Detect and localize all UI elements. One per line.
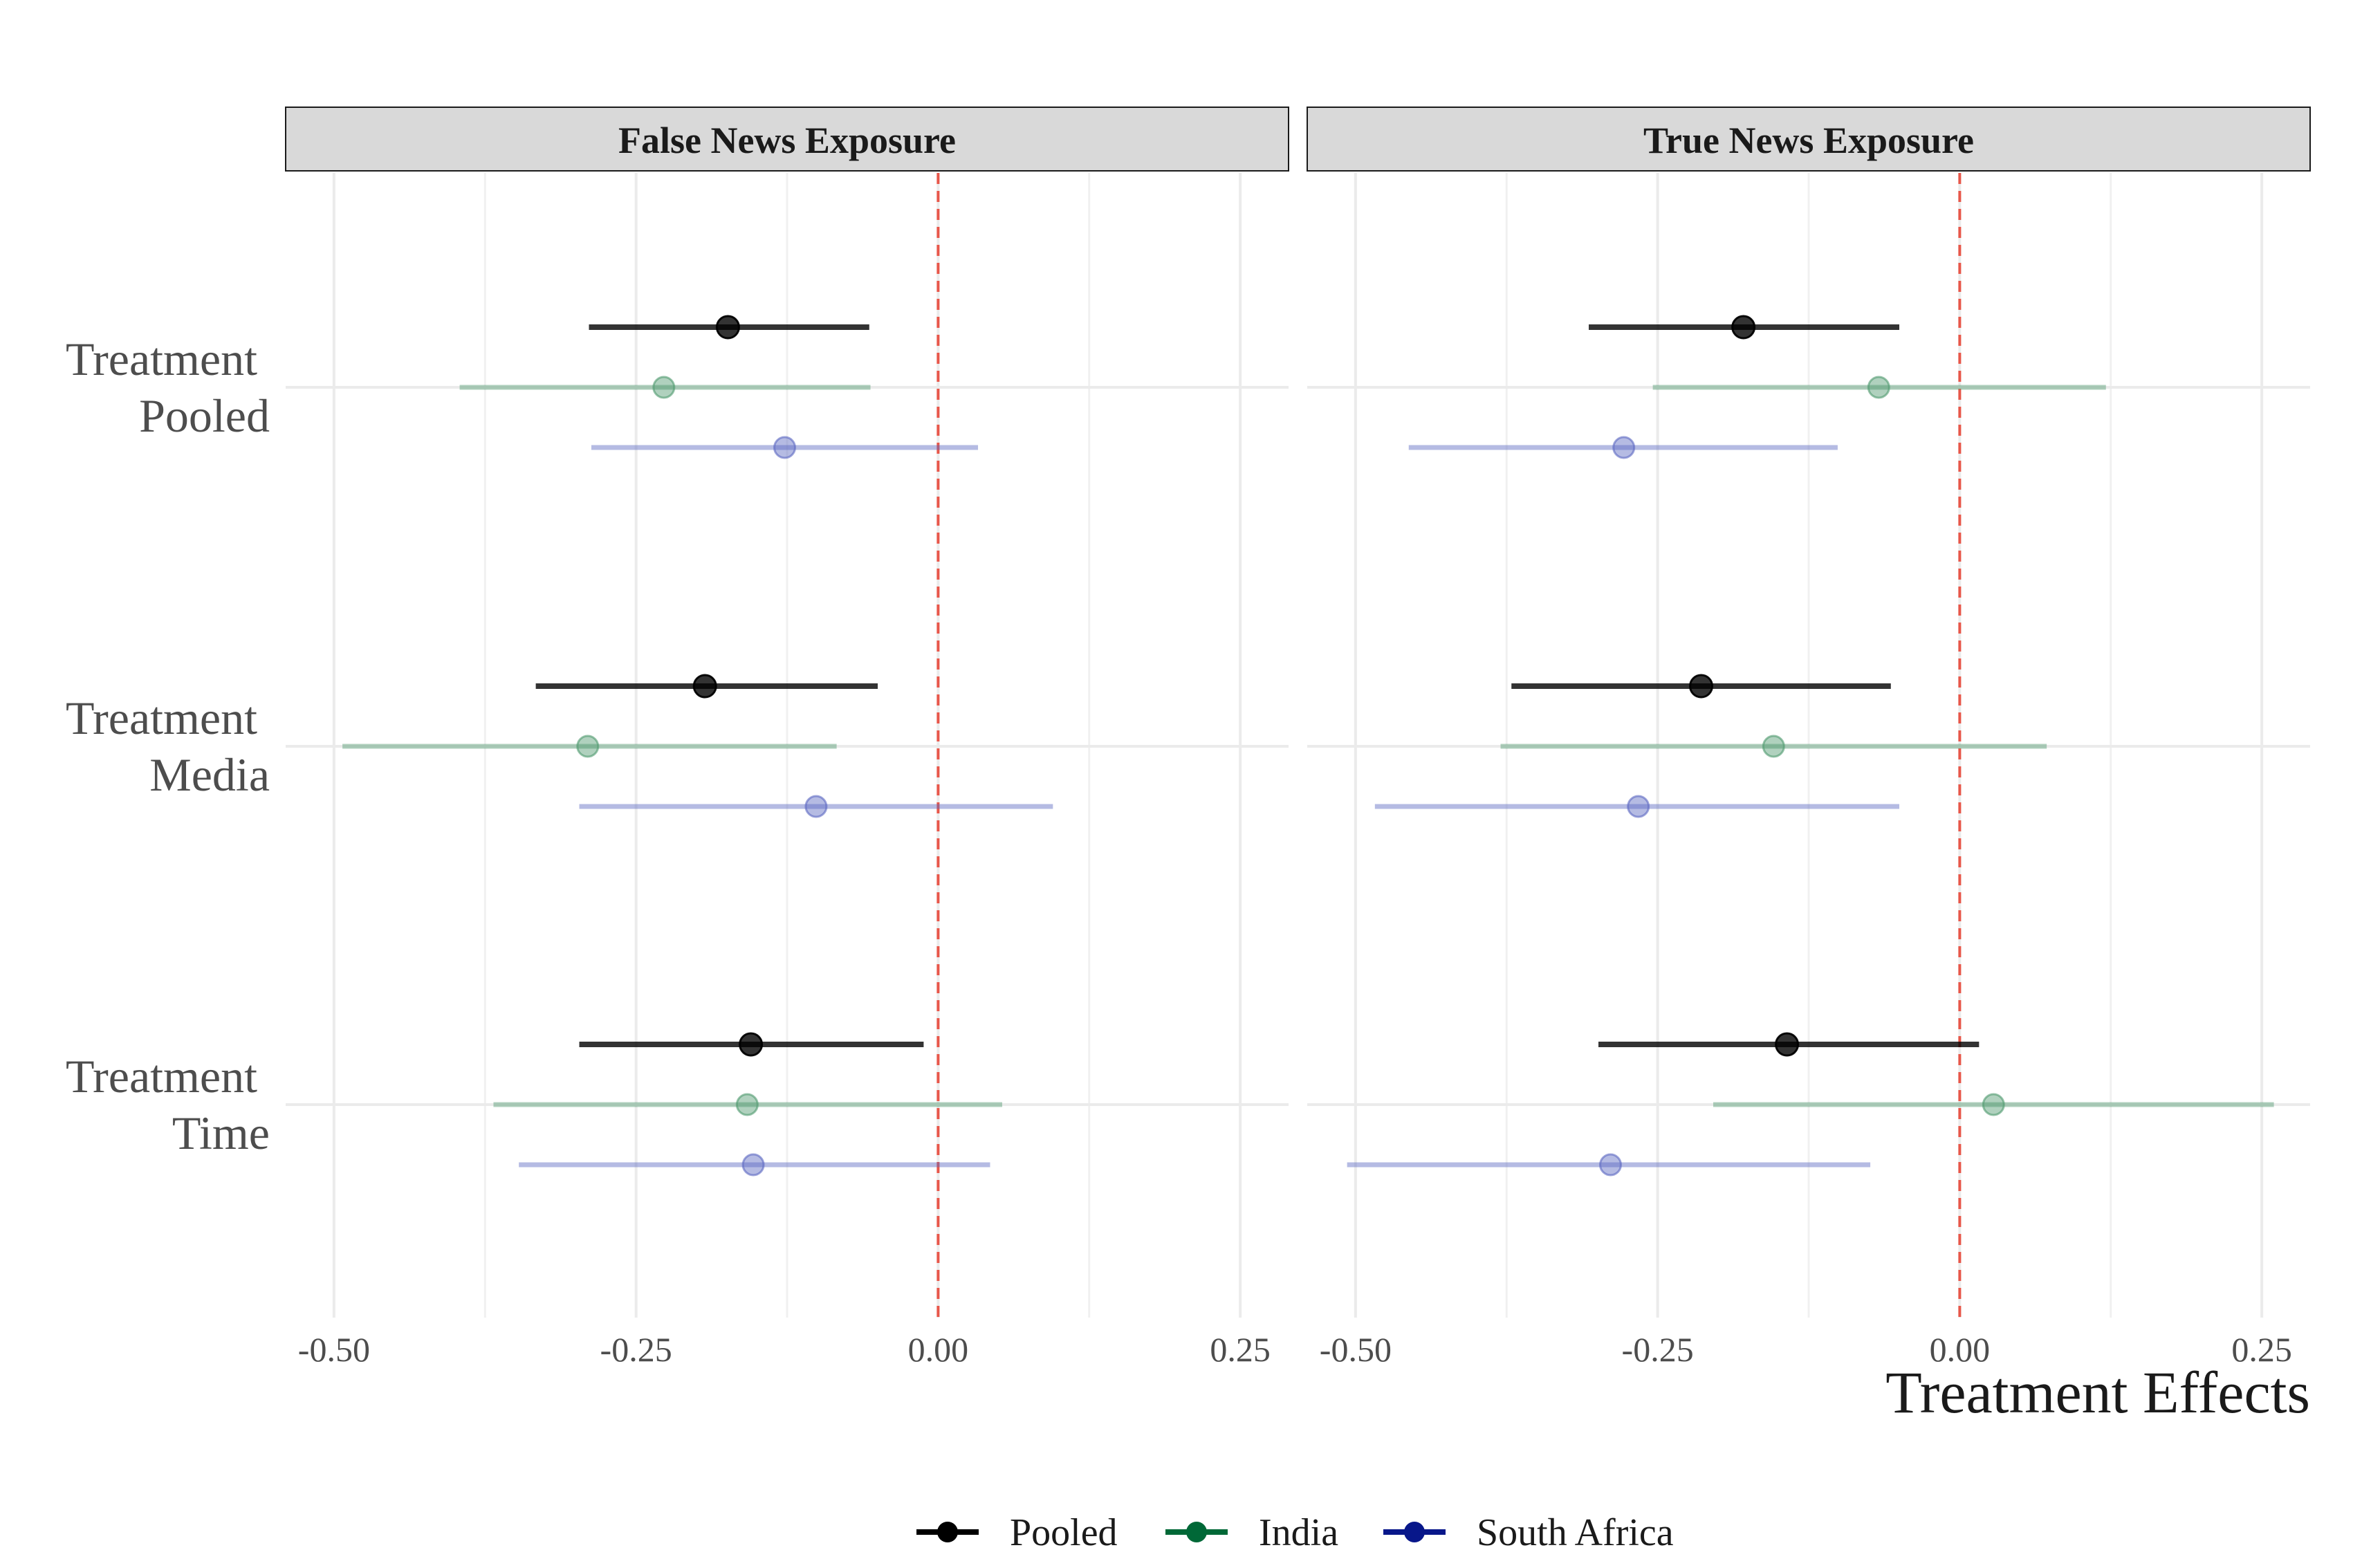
legend-key-point-india xyxy=(1186,1522,1207,1542)
panel-2: True News Exposure -0.50 -0.25 0.00 0.25 xyxy=(1307,107,2311,1369)
panel-1: False News Exposure -0.50 -0.25 0.00 0.25 xyxy=(285,107,1289,1369)
point-estimate-pooled xyxy=(1689,674,1714,699)
x-tick-label: 0.25 xyxy=(2231,1330,2292,1369)
panels: False News Exposure-0.50 -0.25 0.00 0.25Tru… xyxy=(285,107,2311,1369)
panel-strip xyxy=(285,107,1289,172)
point-estimate-india xyxy=(735,1093,759,1116)
legend-key-point-south-africa xyxy=(1404,1522,1425,1542)
x-tick-label: -0.25 xyxy=(1622,1330,1694,1369)
x-tick-label: -0.25 xyxy=(600,1330,672,1369)
y-tick-label-line1: Treatment xyxy=(66,333,257,385)
y-tick-label-line1: Treatment xyxy=(66,692,257,744)
y-tick-label-line2: Time xyxy=(172,1107,270,1159)
legend-label-south-africa: South Africa xyxy=(1477,1511,1674,1554)
x-tick-label: -0.50 xyxy=(298,1330,370,1369)
legend-key-point-pooled xyxy=(937,1522,958,1542)
point-estimate-pooled xyxy=(715,315,740,340)
x-axis-label: Treatment Effects xyxy=(1885,1359,2310,1426)
legend-label-india: India xyxy=(1259,1511,1338,1554)
x-tick-label: 0.25 xyxy=(1210,1330,1271,1369)
point-estimate-india xyxy=(1762,735,1785,758)
panel-title: False News Exposure xyxy=(618,120,956,161)
x-tick-label: 0.00 xyxy=(1930,1330,1991,1369)
panel-strip xyxy=(1307,107,2311,172)
y-axis-labels: TreatmentPooledTreatmentMediaTreatmentTi… xyxy=(66,333,270,1159)
legend: Pooled India South Africa xyxy=(916,1511,1674,1554)
x-tick-label: 0.00 xyxy=(908,1330,969,1369)
point-estimate-india xyxy=(1982,1093,2005,1116)
point-estimate-south-africa xyxy=(1612,436,1636,459)
point-estimate-pooled xyxy=(1731,315,1756,340)
legend-label-pooled: Pooled xyxy=(1010,1511,1118,1554)
y-tick-label-line2: Media xyxy=(149,748,270,801)
x-tick-label: -0.50 xyxy=(1320,1330,1392,1369)
point-estimate-south-africa xyxy=(773,436,797,459)
point-estimate-pooled xyxy=(1775,1032,1800,1057)
panel-title: True News Exposure xyxy=(1643,120,1974,161)
point-estimate-india xyxy=(1867,376,1890,399)
y-tick-label-line1: Treatment xyxy=(66,1050,257,1103)
point-estimate-south-africa xyxy=(741,1153,765,1177)
point-estimate-pooled xyxy=(739,1032,764,1057)
point-estimate-pooled xyxy=(692,674,717,699)
point-estimate-india xyxy=(576,735,600,758)
point-estimate-south-africa xyxy=(1627,795,1650,818)
point-estimate-south-africa xyxy=(1598,1153,1622,1177)
y-tick-label-line2: Pooled xyxy=(139,389,270,442)
point-estimate-south-africa xyxy=(804,795,828,818)
point-estimate-india xyxy=(652,376,676,399)
